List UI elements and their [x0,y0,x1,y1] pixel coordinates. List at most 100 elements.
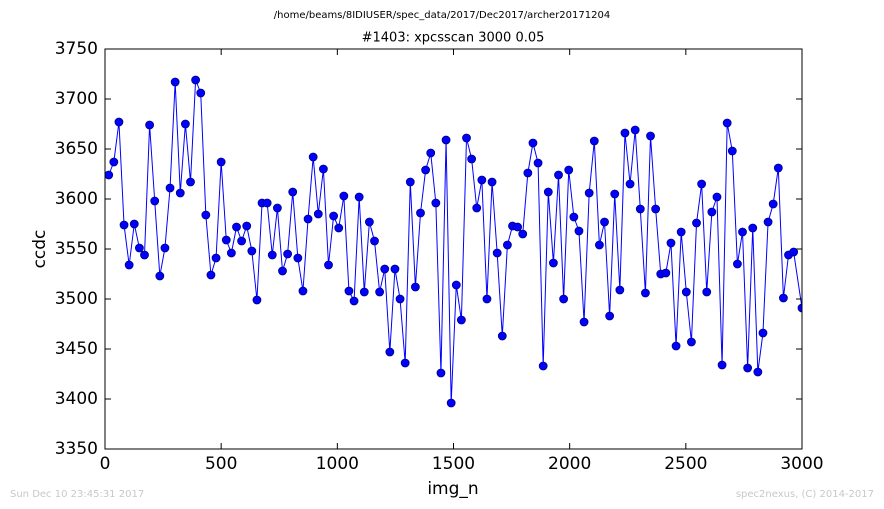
y-tick-label: 3550 [55,239,98,259]
data-point [247,246,257,256]
data-point [692,218,701,228]
data-point [768,199,778,209]
data-point [605,311,615,321]
data-point [359,287,369,297]
data-point [513,222,523,232]
data-point [773,163,783,173]
data-point [620,128,630,138]
data-point [364,217,374,227]
data-point [717,360,727,370]
data-point [242,221,252,231]
data-point [467,154,477,164]
data-point [175,188,185,198]
data-point [150,196,160,206]
data-point [763,217,773,227]
data-point [610,189,620,199]
x-tick-label: 500 [205,454,237,474]
data-point [497,331,507,341]
y-tick-label: 3700 [55,89,98,109]
data-point [416,208,425,218]
data-point [676,227,686,237]
data-point [334,223,344,233]
data-point [232,222,241,232]
data-point [492,248,502,258]
data-point [523,168,533,178]
data-point [339,191,349,201]
data-point [538,361,548,371]
x-tick-label: 1000 [316,454,359,474]
data-point [559,294,569,304]
data-point [436,368,446,378]
data-point [160,243,170,253]
data-point [641,288,650,298]
data-point [124,260,134,270]
x-tick-label: 0 [100,454,111,474]
data-point [753,367,763,377]
data-point [272,203,282,213]
data-line [108,79,802,404]
data-point [779,293,788,303]
data-point [191,75,201,85]
data-point [380,264,390,274]
data-point [707,207,717,217]
data-point [119,220,129,230]
data-point [318,164,328,174]
data-point [625,179,635,189]
data-point [595,240,604,250]
data-point [789,247,799,257]
data-point [681,287,691,297]
data-point [758,328,768,338]
x-axis-label: img_n [427,479,478,499]
data-point [129,219,139,229]
chart-title: #1403: xpcsscan 3000 0.05 [362,31,545,46]
data-point [748,223,758,233]
data-point [615,285,625,295]
footer-right: spec2nexus, (C) 2014-2017 [736,489,874,500]
y-tick-label: 3450 [55,339,98,359]
data-point [201,210,211,220]
data-point [584,188,594,198]
data-point [797,303,802,313]
data-point [211,253,221,263]
data-point [109,157,119,167]
data-point [487,177,497,187]
data-point [375,287,385,297]
data-point [687,337,696,347]
data-point [528,138,538,148]
data-point [589,136,599,146]
data-point [395,294,405,304]
data-point [114,117,124,127]
data-point [206,270,216,280]
data-point [105,170,114,180]
data-point [293,253,303,263]
data-point [564,165,574,175]
data-point [329,211,339,221]
x-tick-label: 2500 [664,454,707,474]
data-point [324,260,333,270]
data-point [308,152,318,162]
data-point [722,118,732,128]
data-point [344,286,354,296]
data-point [134,243,144,253]
data-point [549,258,558,268]
data-point [421,165,431,175]
data-point [451,280,461,290]
y-axis-label: ccdc [30,230,50,269]
data-point [216,157,226,167]
data-point [441,135,451,145]
data-point [390,264,400,274]
data-point [145,120,155,130]
data-point [635,204,645,214]
data-point [738,227,747,237]
y-tick-label: 3600 [55,189,98,209]
data-point [278,266,287,276]
data-point [237,236,247,246]
data-point [226,248,236,258]
data-point [702,287,712,297]
data-point [186,177,195,187]
data-point [283,249,293,259]
data-point [646,131,655,141]
data-point [651,204,661,214]
data-point [426,148,436,158]
y-tick-label: 3650 [55,139,98,159]
